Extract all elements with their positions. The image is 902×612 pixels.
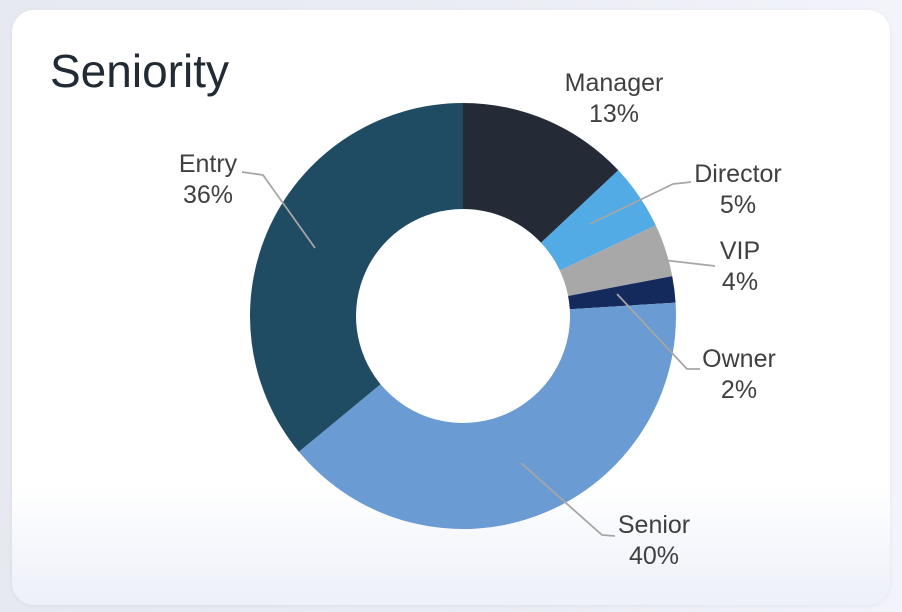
slice-label-name: Director xyxy=(694,160,782,188)
leader-line-entry xyxy=(241,171,316,249)
leader-line-vip xyxy=(662,259,716,267)
chart-card: Seniority Manager 13% Director 5% VIP 4%… xyxy=(12,10,890,605)
slice-label-name: Senior xyxy=(617,511,691,539)
slice-label-percent: 36% xyxy=(182,181,234,209)
leader-line-owner xyxy=(616,293,700,370)
slice-label-percent: 13% xyxy=(588,100,640,128)
slice-label-entry: Entry 36% xyxy=(179,149,237,211)
slice-label-senior: Senior 40% xyxy=(618,510,690,572)
slice-label-name: VIP xyxy=(719,237,761,265)
slice-label-percent: 2% xyxy=(720,376,758,404)
slice-entry[interactable] xyxy=(250,103,463,452)
slice-label-manager: Manager 13% xyxy=(565,68,664,130)
slice-manager[interactable] xyxy=(463,103,619,243)
slice-label-percent: 5% xyxy=(719,191,757,219)
slice-label-name: Manager xyxy=(564,69,664,97)
leader-line-director xyxy=(589,181,692,225)
chart-title: Seniority xyxy=(50,45,229,97)
slice-label-owner: Owner 2% xyxy=(702,344,776,406)
slice-label-vip: VIP 4% xyxy=(720,236,760,298)
slice-label-name: Owner xyxy=(702,345,776,373)
leader-line-senior xyxy=(520,462,616,537)
slice-senior[interactable] xyxy=(298,302,676,529)
slice-label-percent: 4% xyxy=(721,268,759,296)
leader-lines xyxy=(241,171,716,537)
slice-label-director: Director 5% xyxy=(694,159,782,221)
donut-chart xyxy=(241,103,716,537)
slice-label-name: Entry xyxy=(178,150,238,178)
slice-vip[interactable] xyxy=(559,225,673,296)
slice-owner[interactable] xyxy=(568,276,676,310)
slice-label-percent: 40% xyxy=(628,542,680,570)
